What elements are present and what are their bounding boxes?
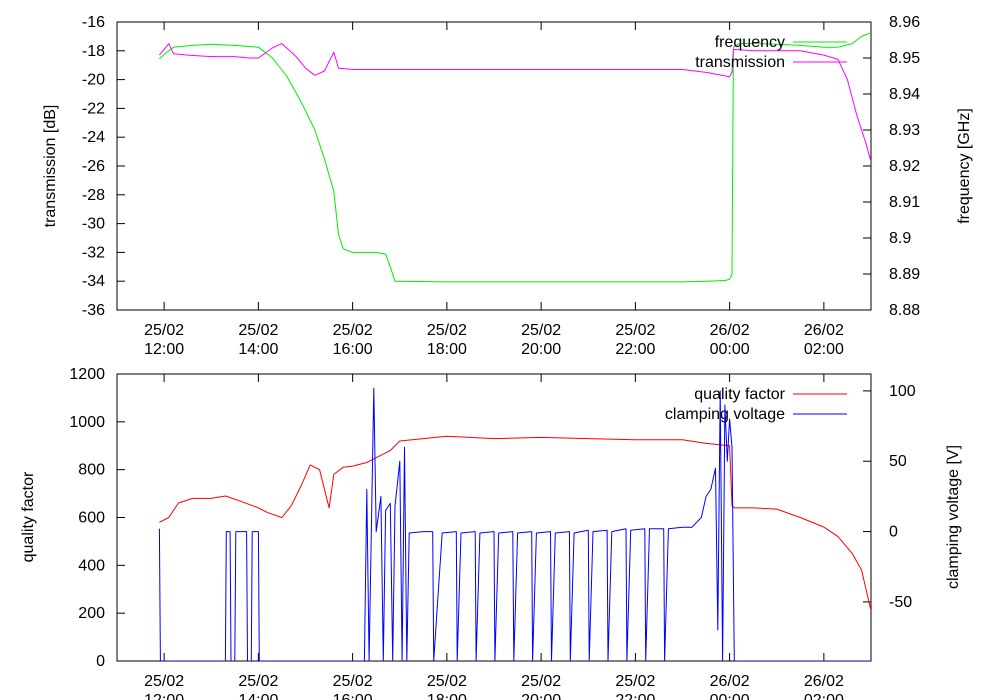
x-tick-time: 14:00 [238,692,278,700]
y2-axis-title-bottom: clamping voltage [V] [945,445,962,589]
y-tick-label: 200 [78,605,105,622]
x-tick-date: 25/02 [333,673,373,690]
y2-tick-label: 8.91 [889,194,920,211]
y-tick-label: -22 [82,100,105,117]
x-tick-time: 02:00 [804,692,844,700]
y-tick-label: -26 [82,158,105,175]
y2-tick-label: 8.92 [889,158,920,175]
y2-axis-title-top: frequency [GHz] [956,108,973,224]
x-tick-date: 25/02 [521,673,561,690]
x-tick-time: 00:00 [710,692,750,700]
transmission-frequency-chart: 25/02 12:00 25/02 14:00 25/02 16:00 25/02 18:00… [42,14,973,358]
x-tick-date: 25/02 [615,322,655,339]
y-tick-label: -28 [82,187,105,204]
x-ticks-bottom: 25/02 12:00 25/02 14:00 25/02 16:00 25/02 18:00… [144,374,844,700]
series-bottom [158,387,871,661]
legend-bottom: quality factor clamping voltage [665,386,847,423]
legend-label: clamping voltage [665,406,785,423]
x-tick-time: 14:00 [238,341,278,358]
y-tick-label: -30 [82,216,105,233]
x-tick-time: 22:00 [615,341,655,358]
y2-tick-label: 8.9 [889,230,911,247]
y2-tick-label: 8.93 [889,122,920,139]
series-line-quality-factor [159,435,871,611]
x-tick-date: 26/02 [804,322,844,339]
y-tick-label: 800 [78,462,105,479]
series-line-frequency [159,32,871,283]
y2-tick-label: 8.95 [889,50,920,67]
y-tick-label: 0 [96,653,105,670]
series-line-transmission [159,43,871,162]
x-tick-date: 26/02 [804,673,844,690]
x-tick-date: 25/02 [427,322,467,339]
series-line-clamping-voltage [158,387,871,661]
x-tick-date: 25/02 [238,673,278,690]
x-tick-time: 12:00 [144,341,184,358]
legend-top: frequency transmission [695,34,847,71]
y2-tick-label: 100 [889,383,916,400]
quality-clamping-chart: 25/02 12:00 25/02 14:00 25/02 16:00 25/02 18:00… [20,366,962,700]
x-tick-date: 25/02 [144,322,184,339]
x-tick-time: 18:00 [427,692,467,700]
y-tick-label: 1200 [69,366,105,383]
x-tick-date: 25/02 [615,673,655,690]
y2-tick-label: 50 [889,453,907,470]
x-tick-time: 20:00 [521,341,561,358]
x-tick-date: 25/02 [144,673,184,690]
y2-ticks-top: 8.88 8.89 8.9 8.91 8.92 8.93 8.94 8.95 8.96 [863,14,920,319]
y-tick-label: -32 [82,244,105,261]
y-axis-title-bottom: quality factor [20,471,37,562]
x-tick-date: 26/02 [710,322,750,339]
legend-label: frequency [715,34,785,51]
series-top [159,32,871,283]
y-tick-label: -34 [82,273,105,290]
x-tick-date: 26/02 [710,673,750,690]
y-tick-label: -18 [82,43,105,60]
x-tick-date: 25/02 [427,673,467,690]
y-tick-label: -24 [82,129,105,146]
y-tick-label: 1000 [69,414,105,431]
x-tick-time: 12:00 [144,692,184,700]
y-tick-label: -20 [82,72,105,89]
y-ticks-top: -36 -34 -32 -30 -28 -26 -24 -22 -20 -18 -16 [82,14,125,319]
y-tick-label: -36 [82,302,105,319]
y2-tick-label: 8.94 [889,86,920,103]
y-ticks-bottom: 0 200 400 600 800 1000 1200 [69,366,125,670]
y-axis-title-top: transmission [dB] [42,105,59,228]
y-tick-label: 400 [78,557,105,574]
x-tick-date: 25/02 [521,322,561,339]
x-ticks-top: 25/02 12:00 25/02 14:00 25/02 16:00 25/02 18:00… [144,22,844,358]
x-tick-time: 16:00 [333,692,373,700]
y-tick-label: -16 [82,14,105,31]
y2-tick-label: 0 [889,524,898,541]
y2-tick-label: 8.88 [889,302,920,319]
y2-tick-label: 8.96 [889,14,920,31]
y2-tick-label: 8.89 [889,266,920,283]
legend-label: quality factor [694,386,785,403]
x-tick-time: 00:00 [710,341,750,358]
x-tick-date: 25/02 [238,322,278,339]
x-tick-time: 22:00 [615,692,655,700]
x-tick-time: 20:00 [521,692,561,700]
x-tick-date: 25/02 [333,322,373,339]
y-tick-label: 600 [78,510,105,527]
y2-ticks-bottom: -50 0 50 100 [863,383,916,611]
y2-tick-label: -50 [889,594,912,611]
x-tick-time: 16:00 [333,341,373,358]
x-tick-time: 02:00 [804,341,844,358]
x-tick-time: 18:00 [427,341,467,358]
legend-label: transmission [695,54,785,71]
